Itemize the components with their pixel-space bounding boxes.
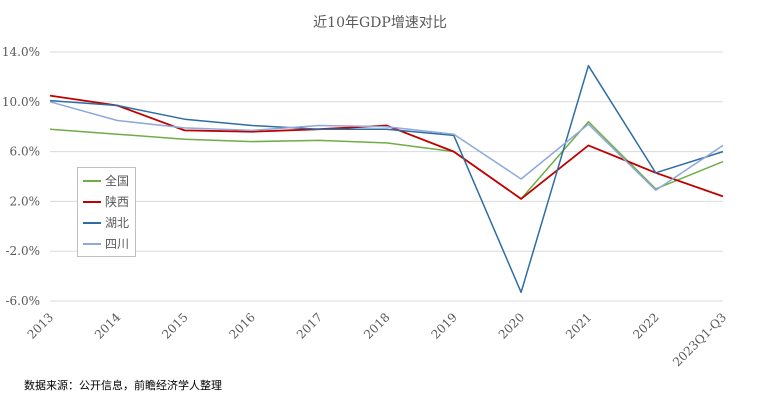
x-tick-label: 2014: [92, 310, 124, 342]
legend-item-hubei: 湖北: [78, 212, 135, 233]
series-line-3: [49, 101, 724, 191]
x-tick-label: 2019: [428, 310, 459, 341]
series-line-2: [49, 64, 724, 294]
y-tick-label: 10.0%: [2, 95, 40, 109]
legend-swatch-quanguo: [83, 179, 101, 182]
x-tick-label: 2021: [563, 310, 594, 341]
legend-label-sichuan: 四川: [105, 237, 130, 251]
x-tick-label: 2020: [496, 310, 527, 341]
legend-item-shaanxi: 陕西: [78, 191, 135, 212]
y-tick-label: 2.0%: [10, 194, 41, 208]
y-tick-label: -2.0%: [5, 244, 40, 258]
legend-item-quanguo: 全国: [78, 170, 135, 191]
legend-label-quanguo: 全国: [105, 174, 130, 188]
legend-swatch-sichuan: [83, 242, 101, 245]
y-tick-label: -6.0%: [5, 294, 40, 308]
x-tick-label: 2018: [361, 310, 392, 341]
legend-swatch-shaanxi: [83, 200, 101, 203]
x-tick-label: 2023Q1-Q3: [670, 310, 729, 369]
series-line-0: [49, 120, 724, 200]
y-tick-label: 6.0%: [10, 145, 41, 159]
x-tick-label: 2015: [159, 310, 190, 341]
source-note: 数据来源：公开信息，前瞻经济学人整理: [24, 379, 222, 392]
legend-item-sichuan: 四川: [78, 233, 135, 254]
legend: 全国 陕西 湖北 四川: [77, 167, 136, 257]
legend-label-hubei: 湖北: [105, 216, 130, 230]
x-tick-label: 2022: [630, 310, 661, 341]
x-tick-label: 2016: [227, 310, 258, 341]
chart-title: 近10年GDP增速对比: [313, 15, 447, 31]
x-tick-label: 2017: [294, 310, 325, 341]
x-tick-label: 2013: [25, 310, 56, 341]
legend-label-shaanxi: 陕西: [105, 195, 130, 209]
y-tick-label: 14.0%: [2, 45, 40, 59]
legend-swatch-hubei: [83, 221, 101, 224]
series-line-1: [49, 94, 724, 200]
